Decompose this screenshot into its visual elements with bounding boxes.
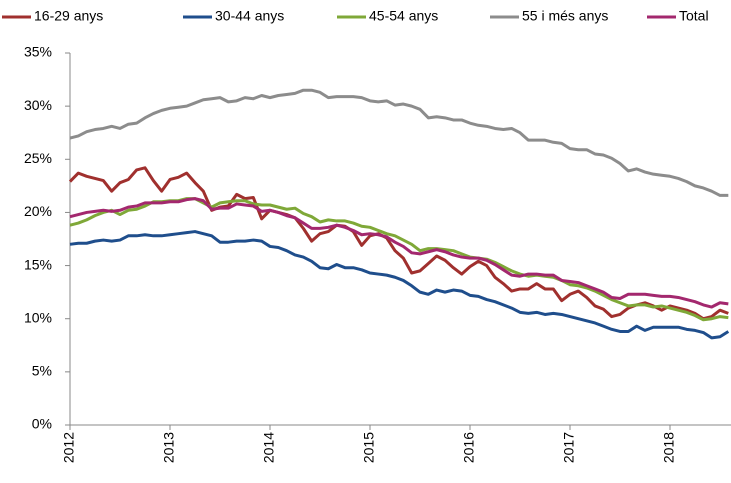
y-tick-label: 5% bbox=[32, 363, 52, 379]
legend-label: Total bbox=[679, 8, 709, 24]
y-tick-label: 20% bbox=[24, 203, 52, 219]
series-line bbox=[69, 197, 729, 309]
y-tick-label: 15% bbox=[24, 256, 52, 272]
y-tick-label: 25% bbox=[24, 150, 52, 166]
series-line bbox=[69, 197, 729, 322]
y-tick-label: 0% bbox=[32, 416, 52, 432]
x-tick-label: 2013 bbox=[161, 432, 177, 463]
x-tick-label: 2012 bbox=[61, 432, 77, 463]
x-tick-label: 2015 bbox=[361, 432, 377, 463]
legend-label: 55 i més anys bbox=[522, 8, 608, 24]
legend-label: 30-44 anys bbox=[215, 8, 284, 24]
series-line bbox=[68, 166, 729, 321]
y-tick-label: 35% bbox=[24, 44, 52, 60]
y-tick-label: 30% bbox=[24, 97, 52, 113]
x-tick-label: 2018 bbox=[661, 432, 677, 463]
legend-label: 45-54 anys bbox=[369, 8, 438, 24]
series-line bbox=[69, 88, 729, 197]
x-tick-label: 2014 bbox=[261, 432, 277, 463]
x-tick-label: 2017 bbox=[561, 432, 577, 463]
y-tick-label: 10% bbox=[24, 309, 52, 325]
x-tick-label: 2016 bbox=[461, 432, 477, 463]
legend-label: 16-29 anys bbox=[34, 8, 103, 24]
series-line bbox=[69, 230, 730, 340]
